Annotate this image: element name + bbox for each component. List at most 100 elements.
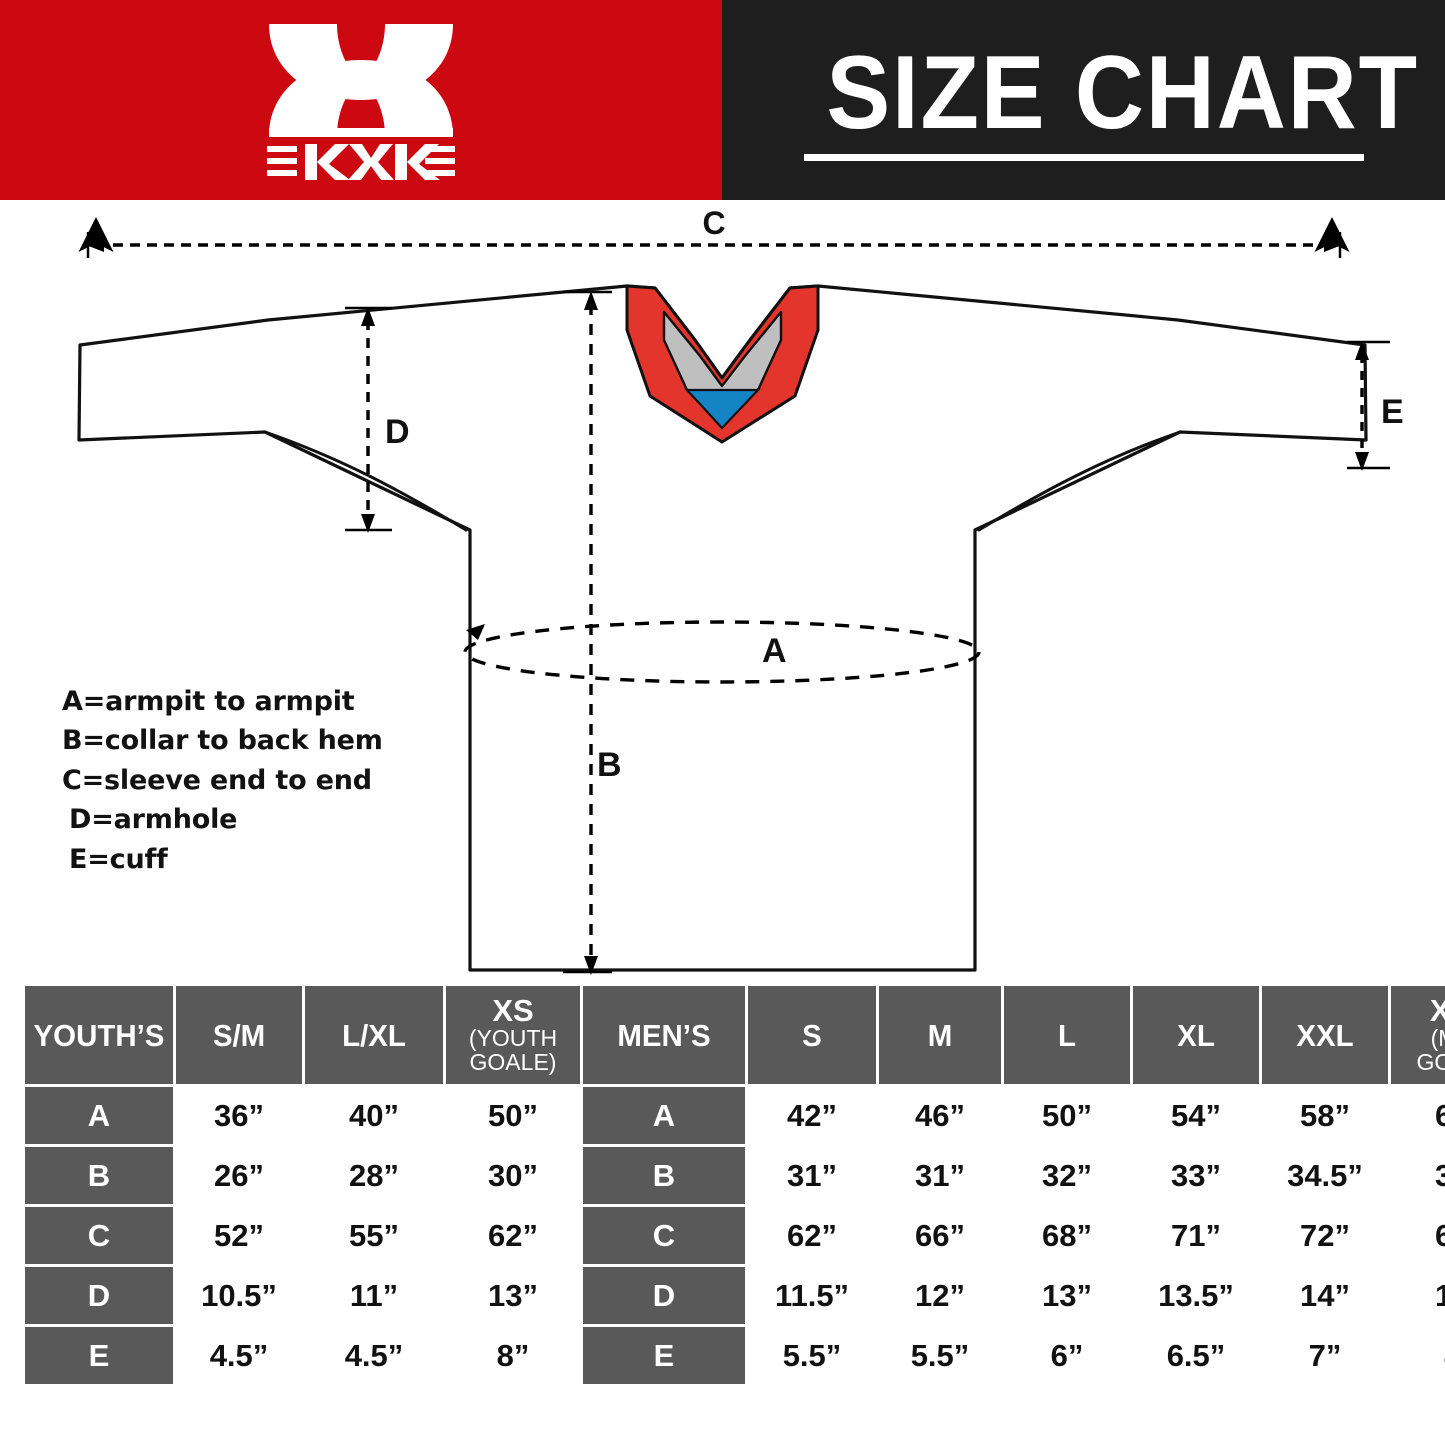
cell-mens-d-l: 13” [1004, 1267, 1130, 1324]
cell-youth-c-sm: 52” [176, 1207, 302, 1264]
legend-line-e: E=cuff [69, 843, 168, 875]
cell-mens-a-xxl-goalie: 61” [1391, 1087, 1445, 1144]
cell-mens-c-xxl: 72” [1262, 1207, 1388, 1264]
cell-youth-c-xs: 62” [446, 1207, 580, 1264]
table-row: B 26” 28” 30” B 31” 31” 32” 33” 34.5” 33… [25, 1147, 1445, 1204]
title-panel: SIZE CHART [722, 0, 1445, 200]
table-row: D 10.5” 11” 13” D 11.5” 12” 13” 13.5” 14… [25, 1267, 1445, 1324]
cell-mens-e-xxl-goalie: 8” [1391, 1327, 1445, 1384]
measurement-legend: A=armpit to armpit B=collar to back hem … [62, 682, 482, 879]
cell-youth-c-lxl: 55” [305, 1207, 443, 1264]
cell-mens-e-m: 5.5” [879, 1327, 1001, 1384]
cell-mens-e-xl: 6.5” [1133, 1327, 1259, 1384]
size-table-wrap: YOUTH’S S/M L/XL XS (YOUTH GOALE) MEN’S [22, 983, 1445, 1387]
cell-mens-b-xl: 33” [1133, 1147, 1259, 1204]
legend-line-a: A=armpit to armpit [62, 686, 355, 717]
cell-youth-a-xs: 50” [446, 1087, 580, 1144]
header-youth-lxl: L/XL [305, 986, 443, 1084]
cell-mens-e-s: 5.5” [748, 1327, 876, 1384]
cell-mens-b-l: 32” [1004, 1147, 1130, 1204]
cell-youth-e-sm: 4.5” [176, 1327, 302, 1384]
row-label-mens-d: D [583, 1267, 745, 1324]
cell-mens-a-xxl: 58” [1262, 1087, 1388, 1144]
row-label-mens-b: B [583, 1147, 745, 1204]
header-youths: YOUTH’S [25, 986, 173, 1084]
cell-mens-b-m: 31” [879, 1147, 1001, 1204]
cell-mens-a-xl: 54” [1133, 1087, 1259, 1144]
cell-youth-e-lxl: 4.5” [305, 1327, 443, 1384]
cell-youth-d-xs: 13” [446, 1267, 580, 1324]
row-label-youth-a: A [25, 1087, 173, 1144]
header-youth-xs-goalie: XS (YOUTH GOALE) [446, 986, 580, 1084]
table-row: C 52” 55” 62” C 62” 66” 68” 71” 72” 69” [25, 1207, 1445, 1264]
title-underline [803, 154, 1364, 162]
dimension-label-a: A [762, 632, 787, 670]
row-label-youth-c: C [25, 1207, 173, 1264]
dimension-label-e: E [1381, 393, 1404, 431]
header-mens-l: L [1004, 986, 1130, 1084]
dimension-line-e [1347, 340, 1390, 471]
cell-youth-b-lxl: 28” [305, 1147, 443, 1204]
cell-mens-c-l: 68” [1004, 1207, 1130, 1264]
cell-mens-a-l: 50” [1004, 1087, 1130, 1144]
cell-mens-b-s: 31” [748, 1147, 876, 1204]
cell-youth-e-xs: 8” [446, 1327, 580, 1384]
cell-youth-a-sm: 36” [176, 1087, 302, 1144]
cell-mens-e-xxl: 7” [1262, 1327, 1388, 1384]
cell-mens-d-xl: 13.5” [1133, 1267, 1259, 1324]
cell-mens-b-xxl: 34.5” [1262, 1147, 1388, 1204]
cell-youth-d-sm: 10.5” [176, 1267, 302, 1324]
legend-line-d: D=armhole [69, 804, 238, 836]
cell-youth-d-lxl: 11” [305, 1267, 443, 1324]
page-header: SIZE CHART [0, 0, 1445, 200]
jersey-collar [625, 284, 820, 444]
cell-mens-d-s: 11.5” [748, 1267, 876, 1324]
dimension-line-b [563, 290, 612, 975]
row-label-mens-e: E [583, 1327, 745, 1384]
cell-youth-b-xs: 30” [446, 1147, 580, 1204]
brand-panel [0, 0, 722, 200]
cell-mens-c-m: 66” [879, 1207, 1001, 1264]
dimension-ellipse-a [463, 620, 981, 684]
row-label-mens-c: C [583, 1207, 745, 1264]
cell-youth-a-lxl: 40” [305, 1087, 443, 1144]
table-header-row: YOUTH’S S/M L/XL XS (YOUTH GOALE) MEN’S [25, 986, 1445, 1084]
cell-mens-a-m: 46” [879, 1087, 1001, 1144]
cell-mens-c-xl: 71” [1133, 1207, 1259, 1264]
kxk-hourglass-logo-icon [267, 23, 455, 180]
cell-mens-c-s: 62” [748, 1207, 876, 1264]
header-mens-m: M [879, 986, 1001, 1084]
row-label-youth-b: B [25, 1147, 173, 1204]
dimension-label-c: C [702, 205, 725, 241]
cell-mens-d-xxl: 14” [1262, 1267, 1388, 1324]
table-row: A 36” 40” 50” A 42” 46” 50” 54” 58” 61” [25, 1087, 1445, 1144]
cell-mens-c-xxl-goalie: 69” [1391, 1207, 1445, 1264]
cell-mens-b-xxl-goalie: 33” [1391, 1147, 1445, 1204]
header-mens-xxl-goalie: XXL (MEN GOALE) [1391, 986, 1445, 1084]
header-youth-sm: S/M [176, 986, 302, 1084]
row-label-youth-e: E [25, 1327, 173, 1384]
legend-line-b: B=collar to back hem [62, 725, 383, 757]
jersey-diagram: C [0, 200, 1445, 980]
dimension-line-d [345, 306, 392, 533]
size-table: YOUTH’S S/M L/XL XS (YOUTH GOALE) MEN’S [22, 983, 1445, 1387]
header-mens-xl: XL [1133, 986, 1259, 1084]
legend-line-c: C=sleeve end to end [62, 764, 372, 796]
table-row: E 4.5” 4.5” 8” E 5.5” 5.5” 6” 6.5” 7” 8” [25, 1327, 1445, 1384]
cell-youth-b-sm: 26” [176, 1147, 302, 1204]
cell-mens-d-xxl-goalie: 14” [1391, 1267, 1445, 1324]
cell-mens-e-l: 6” [1004, 1327, 1130, 1384]
dimension-label-d: D [385, 413, 410, 451]
cell-mens-a-s: 42” [748, 1087, 876, 1144]
cell-mens-d-m: 12” [879, 1267, 1001, 1324]
page-title: SIZE CHART [825, 34, 1419, 151]
header-mens-s: S [748, 986, 876, 1084]
header-mens-xxl: XXL [1262, 986, 1388, 1084]
collar-accent [684, 388, 761, 430]
dimension-line-c [78, 217, 1350, 258]
dimension-label-b: B [597, 746, 622, 784]
header-mens: MEN’S [583, 986, 745, 1084]
row-label-youth-d: D [25, 1267, 173, 1324]
row-label-mens-a: A [583, 1087, 745, 1144]
